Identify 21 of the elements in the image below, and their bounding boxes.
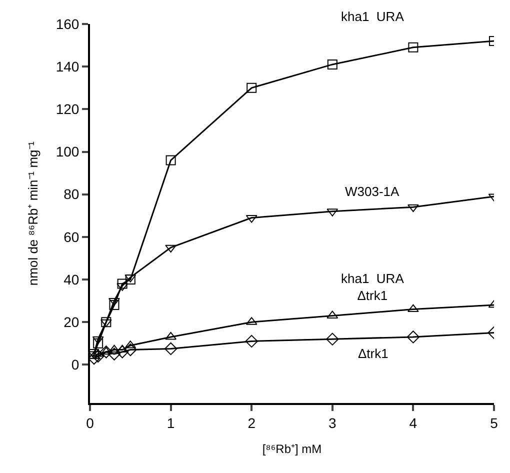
x-tick-label: 2 xyxy=(248,414,256,431)
y-tick-label: 60 xyxy=(64,228,80,245)
x-tick-label: 0 xyxy=(86,414,94,431)
x-tick-label: 5 xyxy=(490,414,498,431)
x-tick-label: 1 xyxy=(166,414,175,431)
y-tick-label: 100 xyxy=(56,144,80,160)
x-tick-label: 3 xyxy=(328,414,336,431)
y-tick-label: 20 xyxy=(64,314,80,330)
series-label: W303-1A xyxy=(345,184,400,199)
y-tick-label: 0 xyxy=(71,356,80,373)
x-axis-title: [⁸⁶Rb⁺] mM xyxy=(262,442,322,456)
y-tick-label: 80 xyxy=(64,186,80,202)
y-tick-label: 120 xyxy=(56,101,80,118)
y-tick-label: 40 xyxy=(64,271,80,288)
x-tick-label: 4 xyxy=(409,414,418,431)
series-label: Δtrk1 xyxy=(358,346,388,361)
y-tick-label: 140 xyxy=(56,58,80,74)
y-tick-label: 160 xyxy=(56,16,80,32)
series-label: kha1 URA Δtrk1 xyxy=(341,271,404,303)
y-axis-title: nmol de ⁸⁶Rb⁺ min⁻¹ mg⁻¹ xyxy=(25,140,40,286)
series-label: kha1 URA xyxy=(341,9,404,24)
